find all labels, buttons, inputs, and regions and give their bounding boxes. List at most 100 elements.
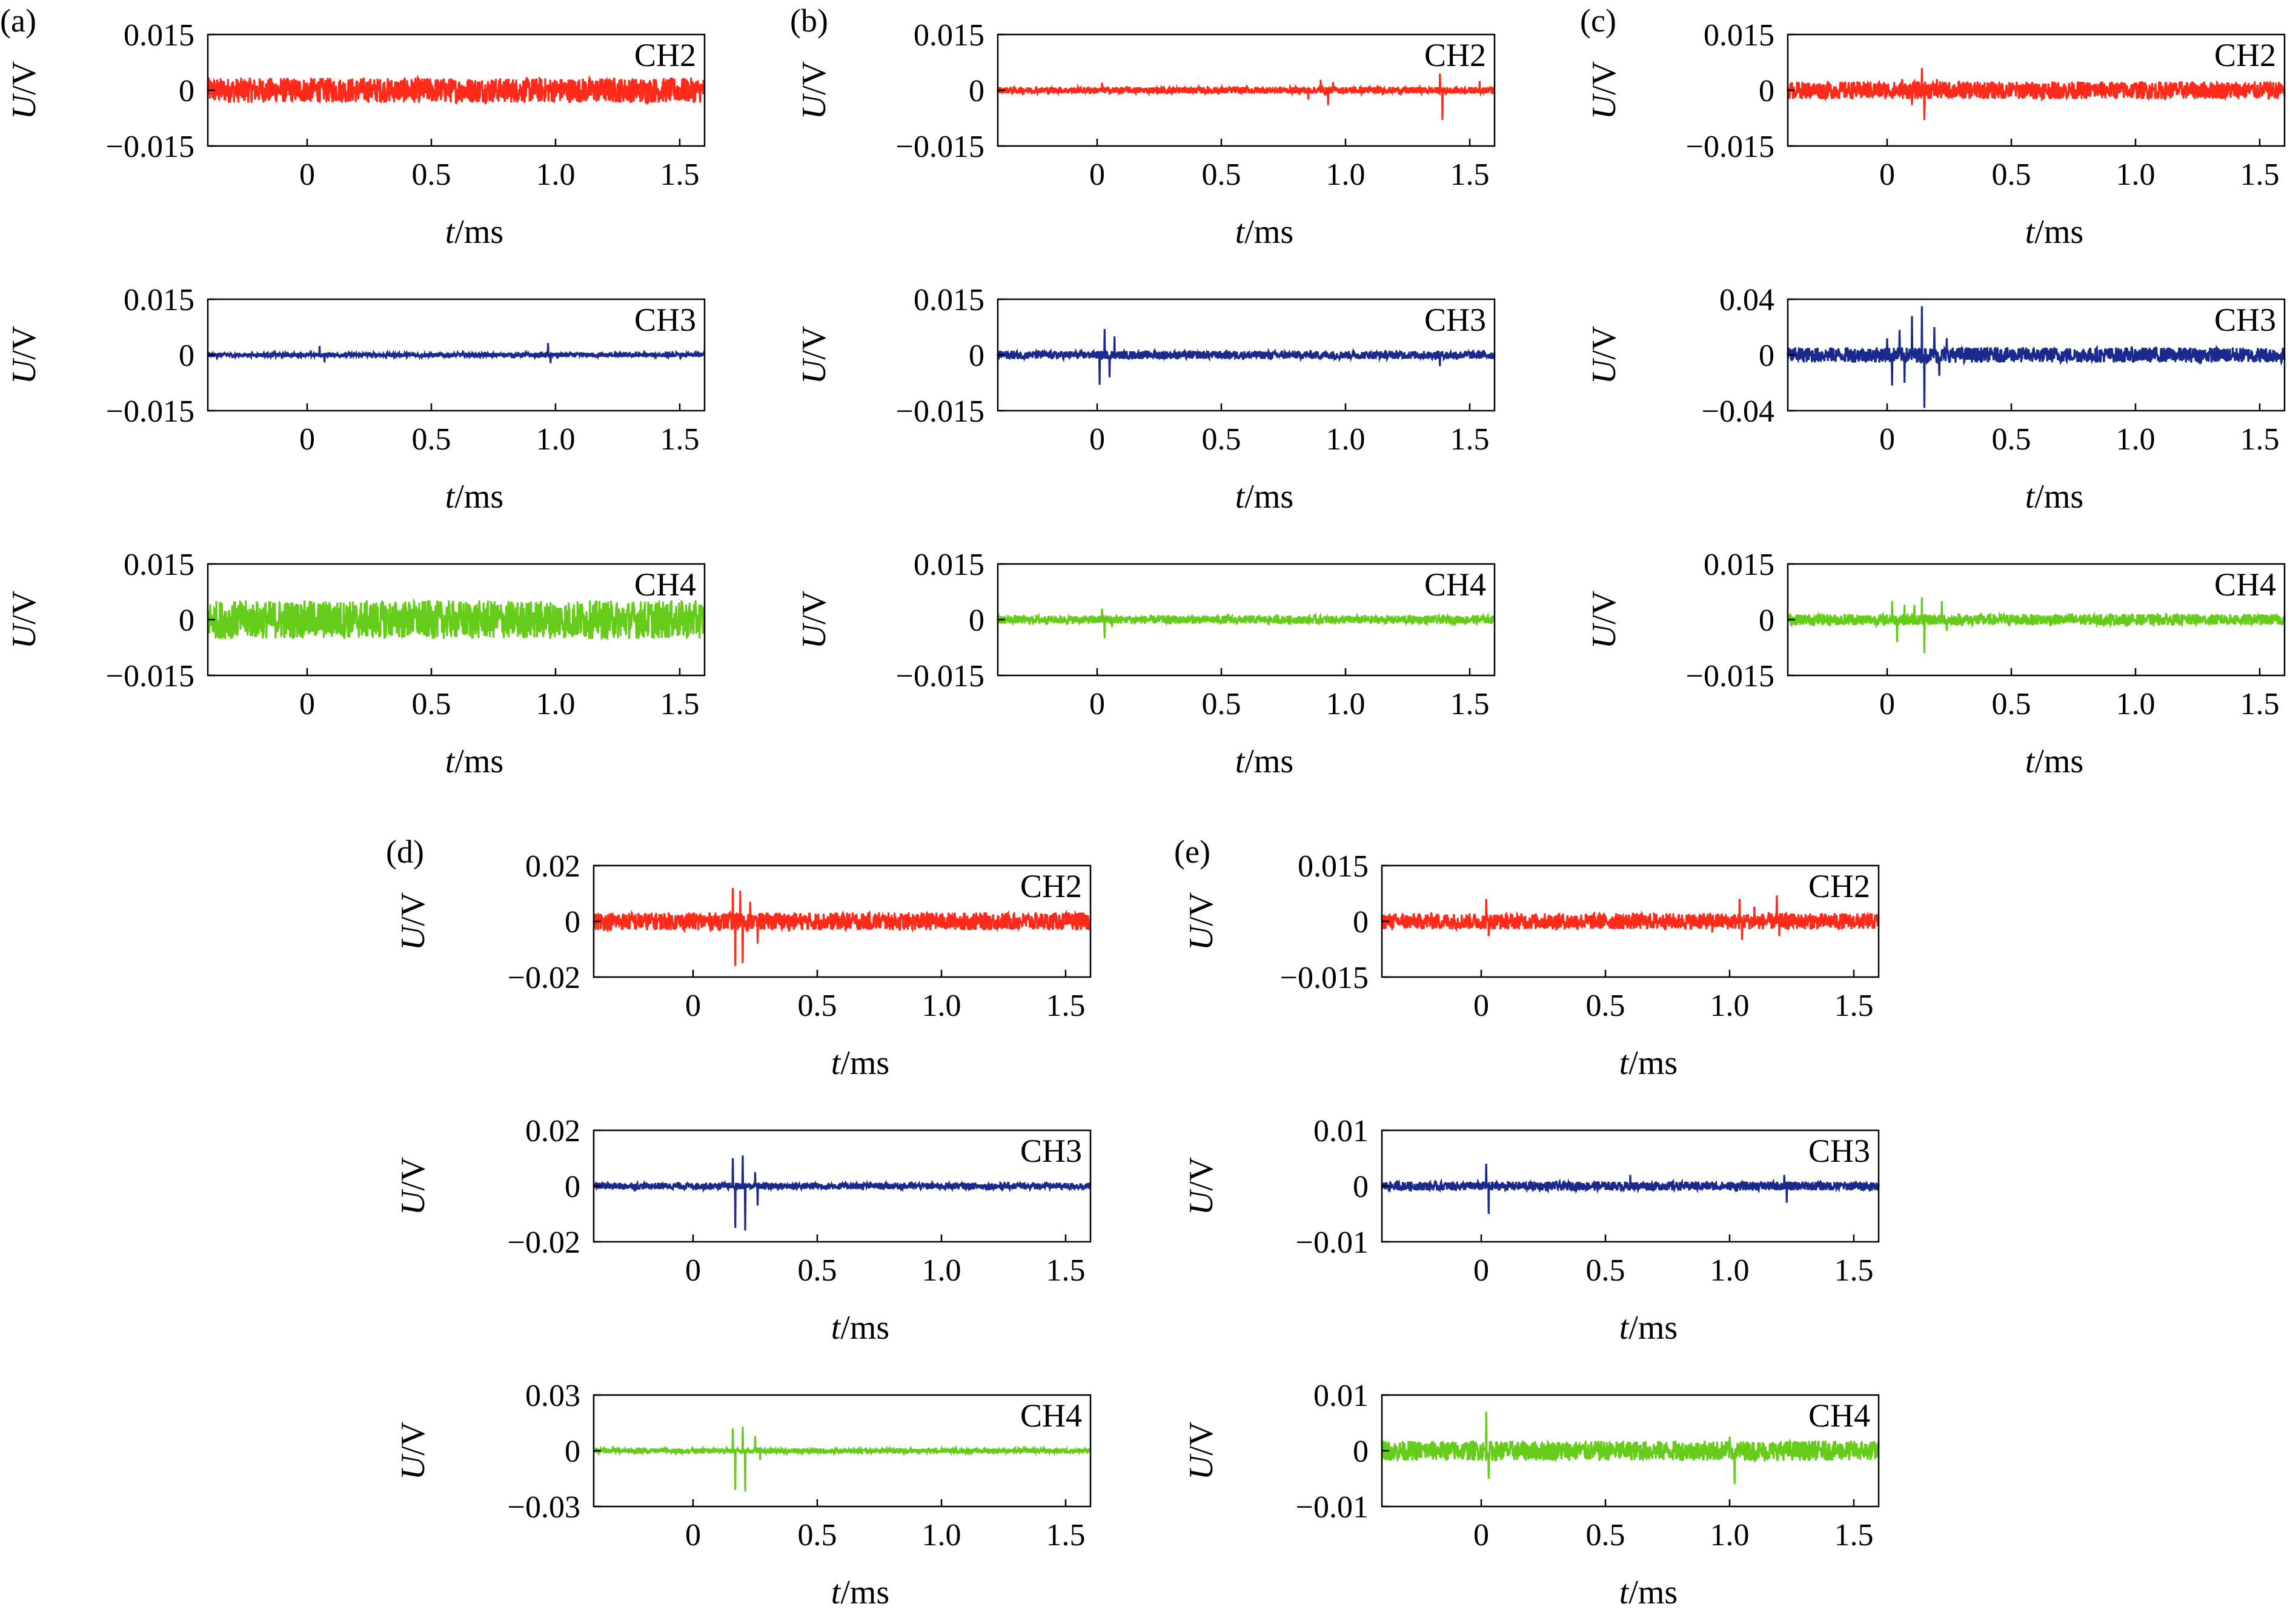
x-tick-label: 0 xyxy=(1089,422,1105,457)
x-tick-label: 1.5 xyxy=(2240,687,2280,721)
series-ch4-line xyxy=(997,608,1496,638)
x-axis-label: t/ms xyxy=(1619,1574,1678,1611)
subplot-ch4: 0.015 0 −0.015 0 0.5 1.0 1.5 CH4 t/ms U/V xyxy=(5,548,706,780)
y-tick-label: −0.03 xyxy=(508,1490,580,1525)
x-tick-label: 1.5 xyxy=(1450,422,1490,457)
x-tick-label: 1.0 xyxy=(922,989,961,1023)
y-tick-label: 0 xyxy=(1353,1170,1369,1204)
y-tick-label: −0.015 xyxy=(896,394,984,429)
x-axis-label: t/ms xyxy=(2025,213,2083,251)
y-tick-label: 0 xyxy=(565,1434,580,1469)
y-axis-label: U/V xyxy=(1585,591,1623,649)
y-axis-label: U/V xyxy=(795,61,833,119)
subplot-ch3: 0.01 0 −0.01 0 0.5 1.0 1.5 CH3 t/ms U/V xyxy=(1183,1114,1880,1347)
series-ch3-line xyxy=(207,343,706,363)
x-tick-label: 1.0 xyxy=(1710,989,1750,1023)
series-ch4-line xyxy=(207,597,706,641)
y-axis-label: U/V xyxy=(394,892,432,950)
x-tick-label: 0 xyxy=(1879,687,1895,721)
x-tick-label: 0.5 xyxy=(798,989,837,1023)
x-tick-label: 1.0 xyxy=(2116,687,2156,721)
x-tick-label: 1.0 xyxy=(1326,687,1366,721)
x-tick-label: 1.0 xyxy=(2116,422,2156,457)
channel-label: CH4 xyxy=(1808,1397,1870,1434)
x-tick-label: 0 xyxy=(1089,687,1105,721)
y-tick-label: 0 xyxy=(1759,74,1774,108)
x-tick-label: 1.5 xyxy=(1834,1253,1874,1288)
x-tick-label: 0.5 xyxy=(1586,1518,1625,1553)
y-tick-label: 0.015 xyxy=(914,18,984,53)
x-axis-label: t/ms xyxy=(831,1574,889,1611)
y-axis-label: U/V xyxy=(394,1157,432,1215)
channel-label: CH2 xyxy=(1808,868,1870,904)
x-tick-label: 0.5 xyxy=(1202,687,1241,721)
y-tick-label: 0 xyxy=(969,339,984,373)
channel-label: CH4 xyxy=(2214,566,2276,603)
channel-label: CH3 xyxy=(1020,1133,1082,1169)
x-axis-label: t/ms xyxy=(1619,1309,1678,1347)
series-ch3-line xyxy=(1381,1164,1880,1215)
series-ch2-line xyxy=(1381,895,1880,940)
y-axis-label: U/V xyxy=(795,591,833,649)
series-ch2-line xyxy=(592,887,1092,966)
channel-label: CH2 xyxy=(1020,868,1082,904)
channel-label: CH2 xyxy=(634,37,696,73)
y-tick-label: 0.015 xyxy=(914,283,984,317)
x-tick-label: 0 xyxy=(685,1253,701,1288)
channel-label: CH3 xyxy=(1424,302,1486,338)
series-ch4-line xyxy=(1381,1411,1880,1485)
y-axis-label: U/V xyxy=(5,591,43,649)
x-tick-label: 0 xyxy=(1473,1518,1489,1553)
x-tick-label: 0.5 xyxy=(1202,157,1241,192)
subplot-ch4: 0.01 0 −0.01 0 0.5 1.0 1.5 CH4 t/ms U/V xyxy=(1183,1379,1880,1611)
y-tick-label: −0.01 xyxy=(1296,1225,1369,1260)
y-tick-label: 0 xyxy=(179,339,194,373)
x-tick-label: 1.0 xyxy=(1710,1253,1750,1288)
y-tick-label: 0.04 xyxy=(1719,283,1774,317)
x-tick-label: 0.5 xyxy=(1992,687,2031,721)
x-axis-label: t/ms xyxy=(445,478,503,515)
y-tick-label: 0 xyxy=(179,74,194,108)
y-tick-label: −0.02 xyxy=(508,961,580,995)
series-ch2-line xyxy=(997,73,1496,121)
x-tick-label: 1.5 xyxy=(1046,1253,1086,1288)
panel-label: (b) xyxy=(790,2,828,39)
channel-label: CH3 xyxy=(1808,1133,1870,1169)
series-ch3-line xyxy=(1787,306,2286,408)
x-tick-label: 1.0 xyxy=(1326,422,1366,457)
x-tick-label: 1.0 xyxy=(922,1253,961,1288)
channel-label: CH2 xyxy=(1424,37,1486,73)
channel-label: CH3 xyxy=(2214,302,2276,338)
channel-label: CH4 xyxy=(634,566,696,603)
x-tick-label: 1.5 xyxy=(2240,422,2280,457)
series-ch4-line xyxy=(1787,597,2286,654)
x-tick-label: 1.5 xyxy=(1450,687,1490,721)
x-tick-label: 1.5 xyxy=(1834,1518,1874,1553)
channel-label: CH4 xyxy=(1424,566,1486,603)
x-tick-label: 0 xyxy=(299,157,315,192)
series-ch4-line xyxy=(592,1427,1092,1492)
y-axis-label: U/V xyxy=(795,326,833,384)
x-tick-label: 1.0 xyxy=(536,687,576,721)
subplot-ch3: 0.02 0 −0.02 0 0.5 1.0 1.5 CH3 t/ms U/V xyxy=(394,1114,1092,1347)
subplot-ch2: 0.015 0 −0.015 0 0.5 1.0 1.5 CH2 t/ms U/V xyxy=(5,18,706,251)
x-tick-label: 1.0 xyxy=(1326,157,1366,192)
subplot-ch3: 0.015 0 −0.015 0 0.5 1.0 1.5 CH3 t/ms U/V xyxy=(5,283,706,515)
x-tick-label: 0 xyxy=(299,687,315,721)
y-tick-label: 0.015 xyxy=(124,18,194,53)
y-tick-label: 0.02 xyxy=(525,849,580,884)
x-axis-label: t/ms xyxy=(831,1044,889,1082)
x-tick-label: 1.0 xyxy=(2116,157,2156,192)
y-tick-label: 0 xyxy=(1353,1434,1369,1469)
y-axis-label: U/V xyxy=(1183,1157,1220,1215)
x-tick-label: 1.5 xyxy=(2240,157,2280,192)
x-tick-label: 0.5 xyxy=(412,422,451,457)
y-tick-label: −0.015 xyxy=(106,659,194,694)
x-axis-label: t/ms xyxy=(1235,743,1293,780)
x-axis-label: t/ms xyxy=(831,1309,889,1347)
subplot-ch2: 0.015 0 −0.015 0 0.5 1.0 1.5 CH2 t/ms U/V xyxy=(1183,849,1880,1082)
